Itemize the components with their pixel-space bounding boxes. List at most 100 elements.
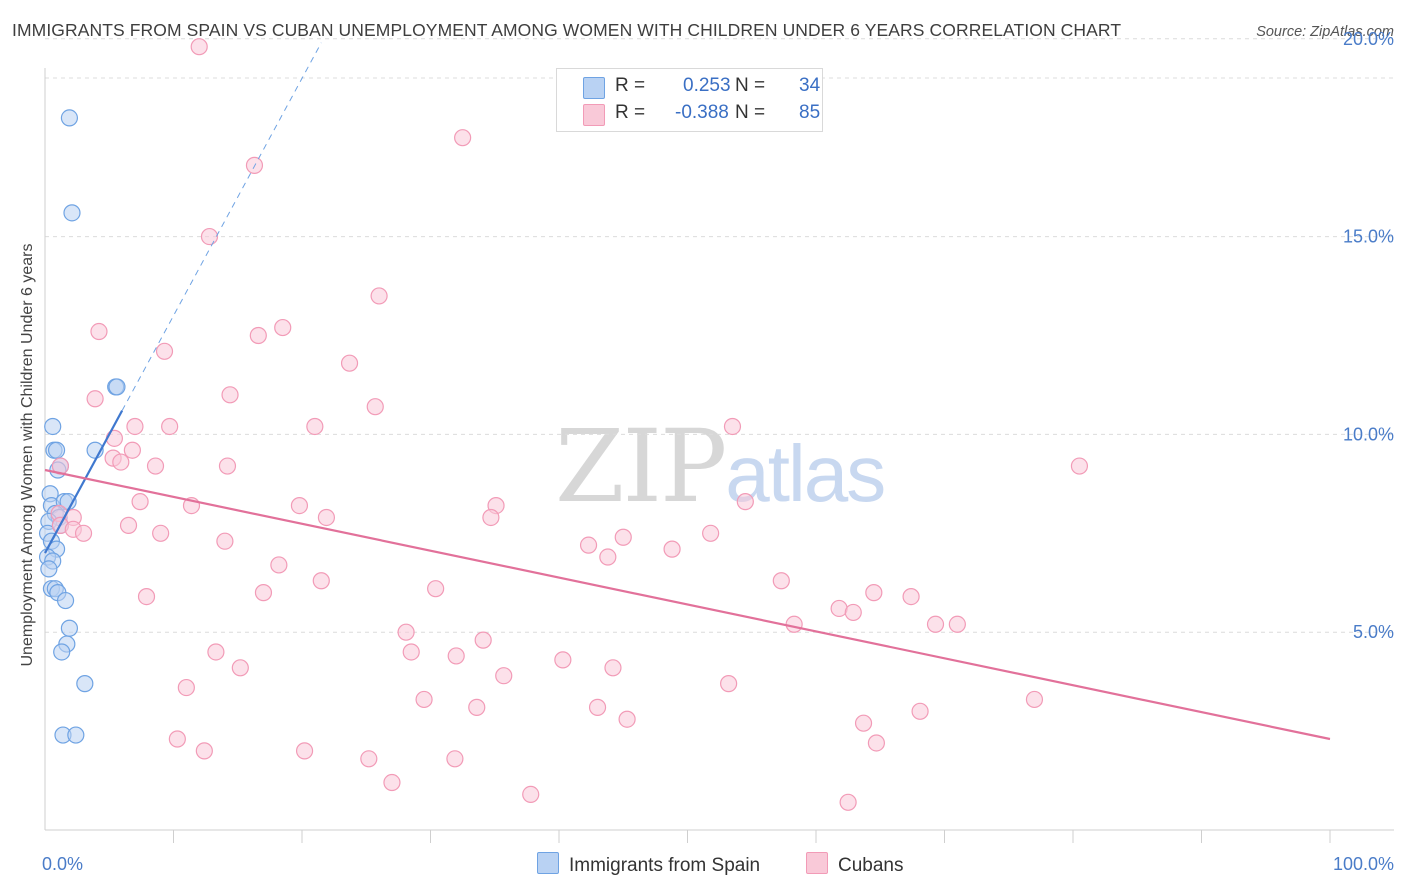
point-cubans: [221, 386, 239, 404]
point-cubans: [195, 742, 213, 760]
point-cubans: [495, 667, 513, 685]
point-spain: [108, 378, 126, 396]
point-cubans: [618, 710, 636, 728]
point-cubans: [370, 287, 388, 305]
point-cubans: [446, 750, 464, 768]
point-cubans: [702, 524, 720, 542]
trend-line-spain: [44, 410, 124, 554]
trend-line-cubans: [44, 468, 1331, 741]
bottom-legend-label-cubans: Cubans: [838, 855, 904, 876]
point-cubans: [366, 398, 384, 416]
point-cubans: [231, 659, 249, 677]
point-spain: [63, 204, 81, 222]
point-cubans: [161, 417, 179, 436]
point-cubans: [270, 556, 288, 574]
point-cubans: [155, 342, 174, 360]
point-cubans: [402, 643, 420, 661]
point-cubans: [317, 508, 336, 527]
point-cubans: [340, 354, 359, 372]
point-cubans: [614, 528, 632, 546]
point-cubans: [137, 587, 156, 606]
bottom-legend-spain: Immigrants from Spain: [537, 852, 760, 877]
legend-r-value: -0.388: [675, 102, 729, 123]
trend-lines: [44, 42, 1331, 741]
point-spain: [47, 441, 66, 459]
point-cubans: [839, 793, 857, 811]
point-cubans: [90, 322, 108, 341]
point-cubans: [112, 453, 130, 471]
point-spain: [76, 675, 94, 693]
point-cubans: [131, 493, 149, 511]
x-tick-marks: [173, 830, 1331, 843]
tick-labels: 5.0% 10.0% 15.0% 20.0% 0.0% 100.0%: [42, 29, 1394, 874]
point-cubans: [474, 631, 492, 649]
x-tick-label-max: 100.0%: [1333, 854, 1394, 874]
point-cubans: [854, 714, 873, 732]
point-cubans: [902, 587, 920, 606]
point-cubans: [1070, 457, 1089, 475]
legend-n-value: 85: [799, 102, 821, 123]
point-cubans: [168, 730, 186, 748]
point-cubans: [427, 580, 445, 598]
point-cubans: [926, 615, 945, 633]
x-tick-label-min: 0.0%: [42, 854, 83, 874]
point-cubans: [522, 785, 540, 803]
point-cubans: [190, 38, 208, 56]
point-cubans: [830, 599, 848, 618]
point-cubans: [146, 457, 165, 475]
point-cubans: [736, 493, 754, 511]
point-cubans: [579, 536, 598, 554]
point-cubans: [306, 417, 324, 436]
legend-swatch-cubans: [583, 104, 605, 126]
watermark: ZIPatlas: [555, 408, 886, 525]
bottom-legend-cubans: Cubans: [806, 852, 904, 877]
point-cubans: [723, 417, 742, 436]
point-cubans: [290, 497, 309, 515]
bottom-legend-label-spain: Immigrants from Spain: [569, 855, 761, 876]
point-cubans: [207, 643, 225, 661]
point-spain: [44, 417, 62, 436]
watermark-zip: ZIP: [555, 408, 727, 525]
point-cubans: [772, 572, 790, 590]
point-cubans: [663, 540, 681, 558]
point-cubans: [415, 690, 433, 709]
legend-r-label: R =: [615, 75, 646, 96]
point-spain: [60, 619, 79, 637]
point-cubans: [86, 390, 104, 408]
trend-extension-spain: [121, 42, 322, 411]
bottom-legend-swatch-cubans: [806, 852, 828, 874]
legend-n-label: N =: [735, 102, 766, 123]
point-cubans: [295, 742, 314, 760]
point-cubans: [468, 698, 486, 716]
point-cubans: [216, 532, 234, 550]
point-cubans: [948, 615, 966, 633]
point-cubans: [604, 659, 622, 677]
legend-r-label: R =: [615, 102, 646, 123]
bottom-legend-swatch-spain: [537, 852, 559, 874]
data-points: [38, 38, 1089, 811]
point-cubans: [152, 524, 170, 542]
point-cubans: [123, 441, 141, 459]
point-cubans: [119, 516, 138, 534]
point-cubans: [588, 698, 607, 716]
point-spain: [60, 109, 79, 127]
point-spain: [67, 726, 85, 744]
point-cubans: [274, 318, 292, 337]
point-cubans: [454, 129, 472, 147]
point-cubans: [397, 623, 415, 641]
y-tick-label: 5.0%: [1353, 622, 1394, 642]
point-cubans: [105, 429, 123, 447]
point-cubans: [177, 678, 195, 697]
y-tick-label: 10.0%: [1343, 424, 1394, 444]
point-cubans: [254, 584, 273, 602]
point-cubans: [599, 548, 617, 566]
chart-title: IMMIGRANTS FROM SPAIN VS CUBAN UNEMPLOYM…: [12, 20, 1122, 40]
point-cubans: [1025, 690, 1044, 709]
point-spain: [40, 560, 58, 578]
point-cubans: [383, 773, 401, 792]
point-cubans: [785, 615, 803, 633]
legend-n-label: N =: [735, 75, 766, 96]
y-tick-label: 15.0%: [1343, 227, 1394, 247]
point-cubans: [844, 603, 862, 622]
point-cubans: [360, 750, 378, 768]
